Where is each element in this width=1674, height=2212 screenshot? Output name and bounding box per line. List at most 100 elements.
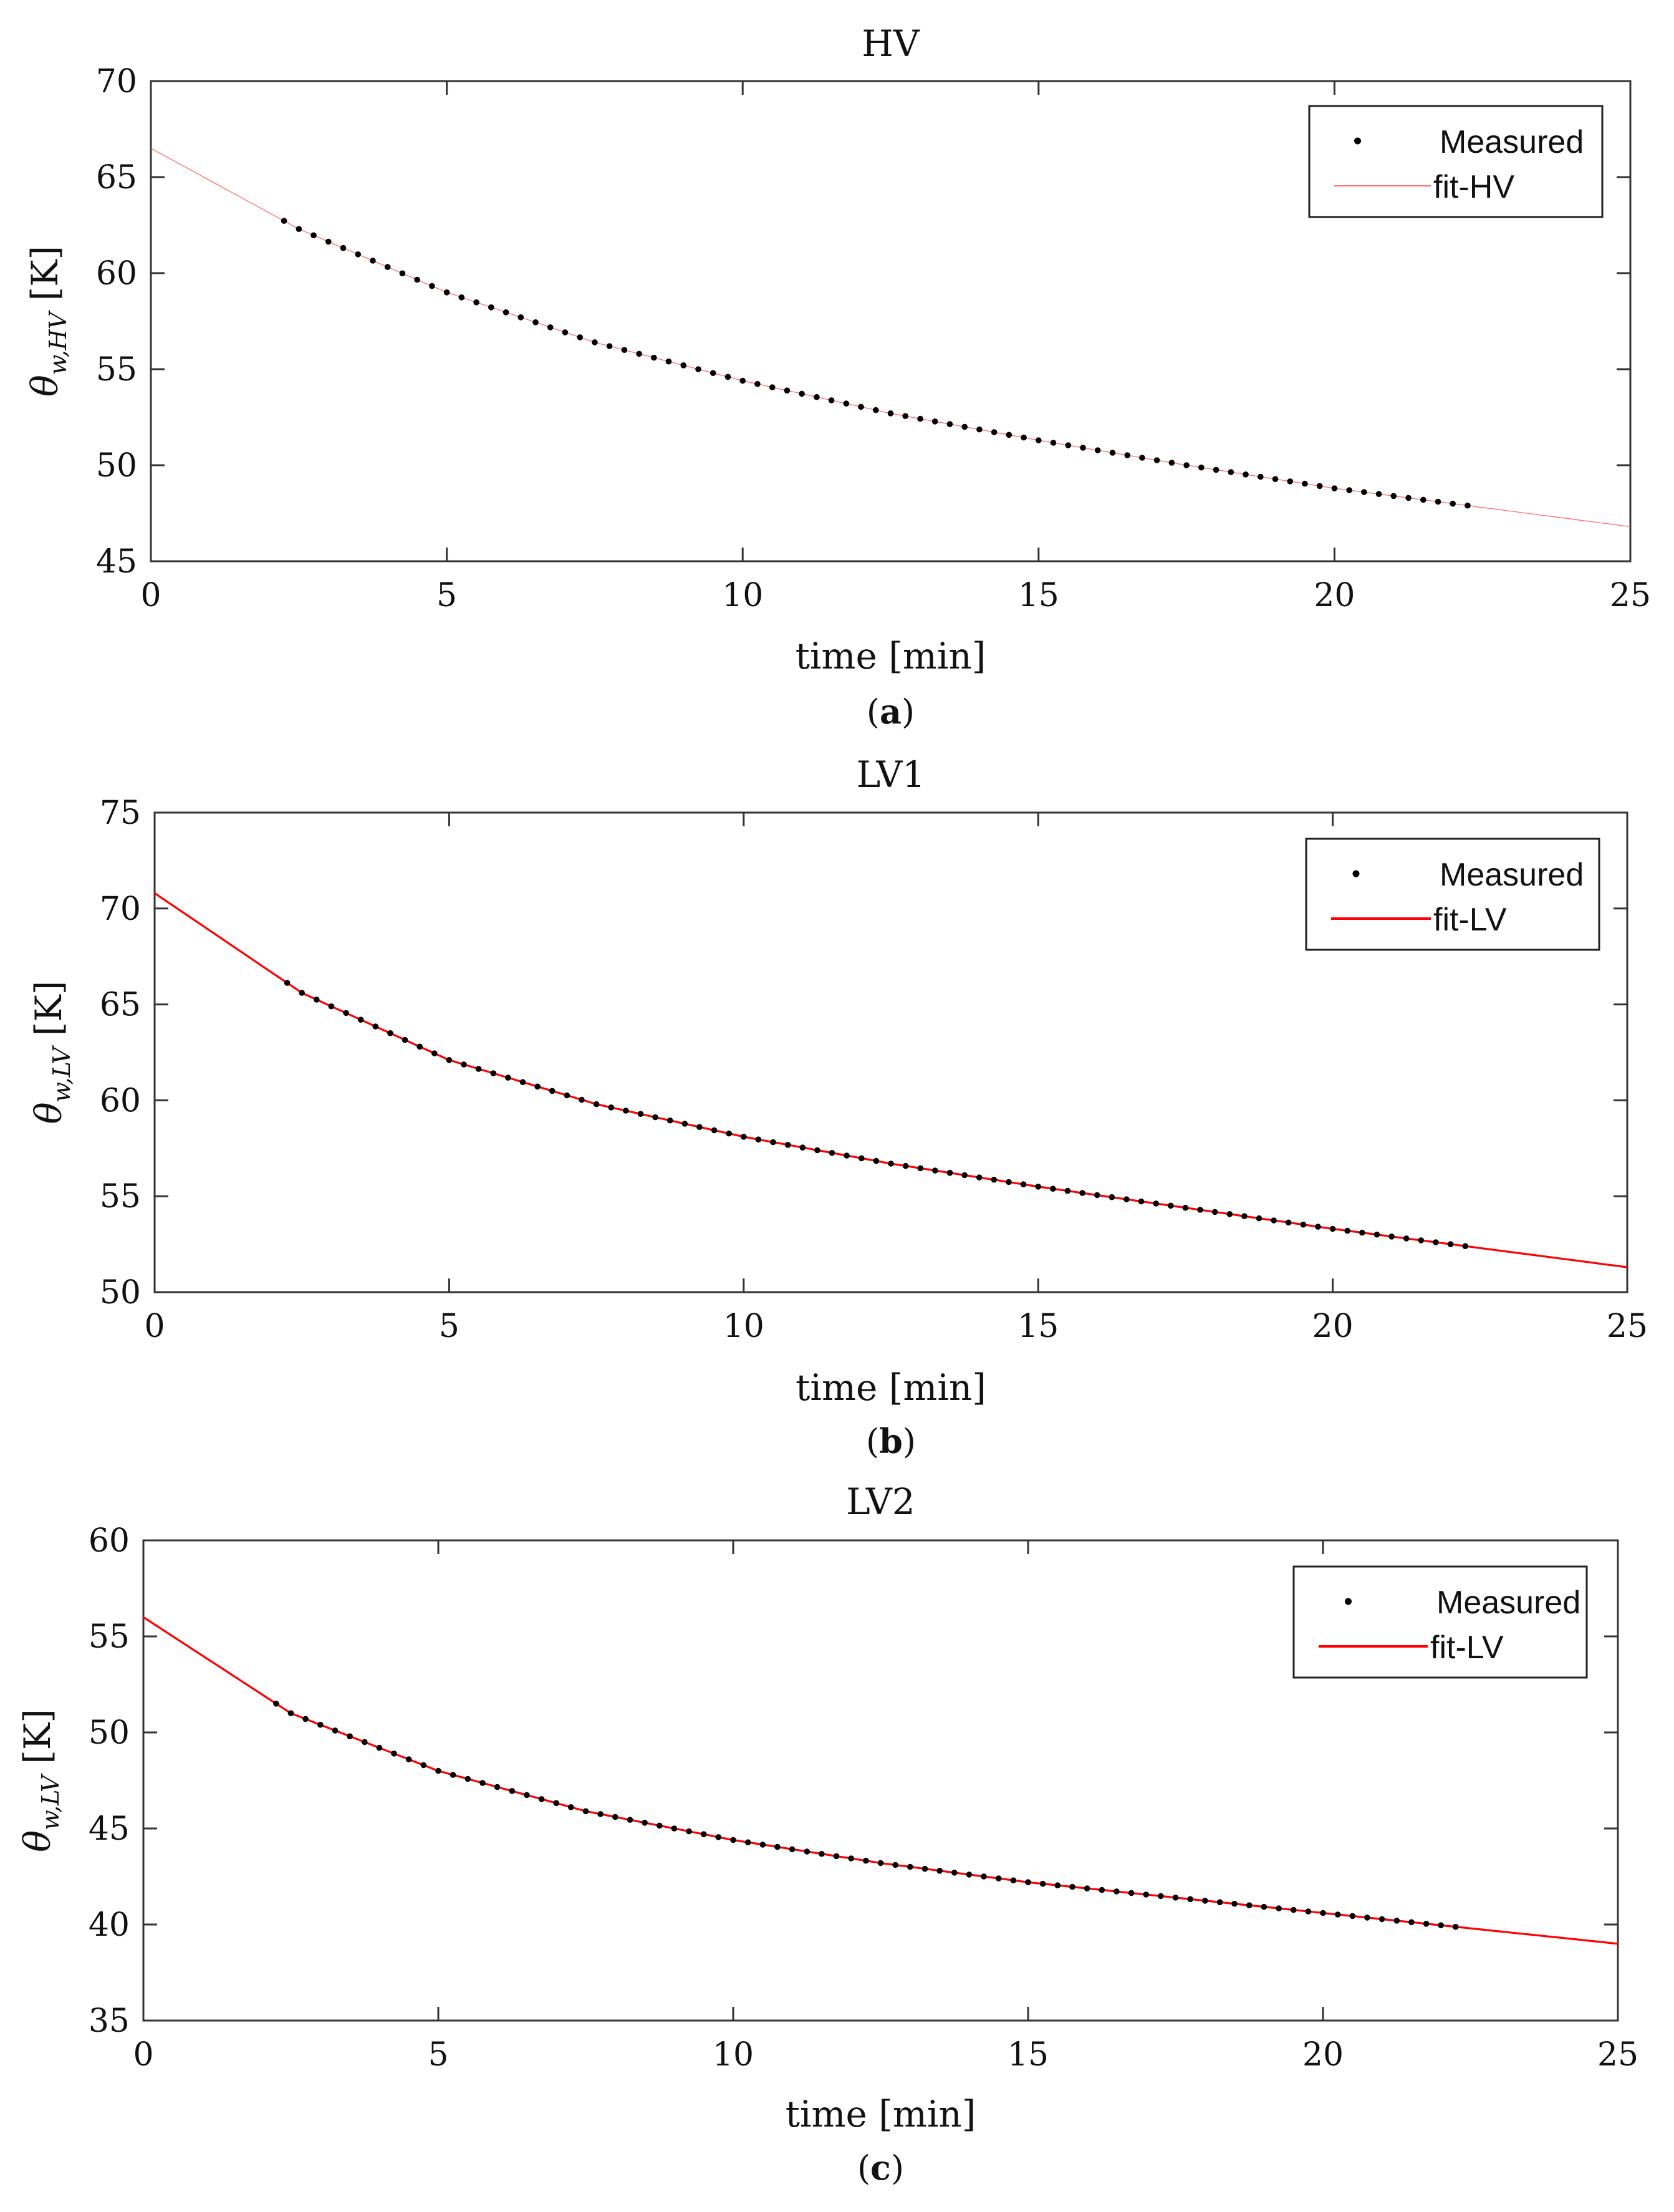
measured-point <box>384 264 391 270</box>
measured-point <box>1025 1879 1031 1885</box>
chart-panel-2: LV2 0 5 10 15 20 25 35 40 45 50 55 60 time [min] θw,LV… <box>16 1480 1638 2188</box>
measured-point <box>479 1780 486 1786</box>
measured-point <box>1243 471 1249 478</box>
measured-point <box>744 1839 751 1845</box>
measured-point <box>281 218 287 225</box>
measured-point <box>1183 462 1190 468</box>
measured-point <box>917 1165 923 1172</box>
measured-point <box>405 1756 412 1762</box>
measured-point <box>799 390 805 397</box>
measured-point <box>991 1176 998 1183</box>
y-tick-label: 55 <box>96 351 137 389</box>
measured-point <box>858 403 864 410</box>
panel-caption-letter: b <box>879 1421 903 1461</box>
y-tick-label: 50 <box>100 1274 141 1311</box>
measured-point <box>657 1822 663 1829</box>
legend: Measured fit-LV <box>1292 1565 1588 1679</box>
measured-point <box>296 226 302 233</box>
measured-point <box>755 1136 762 1142</box>
measured-point <box>1300 1221 1307 1228</box>
measured-point <box>976 426 983 433</box>
y-axis-label-symbol: θ <box>27 1102 70 1124</box>
measured-point <box>902 413 908 419</box>
measured-point <box>961 1172 968 1179</box>
measured-point <box>932 1167 938 1174</box>
measured-point <box>399 270 406 277</box>
measured-point <box>873 1157 880 1164</box>
y-tick-label: 45 <box>89 1810 130 1848</box>
measured-point <box>464 1775 471 1782</box>
measured-point <box>568 1804 574 1810</box>
measured-point <box>859 1155 865 1162</box>
measured-point <box>1344 1227 1350 1234</box>
panel-caption-open: ( <box>857 2148 870 2188</box>
measured-point <box>715 1834 722 1840</box>
panel-caption: (b) <box>866 1421 916 1461</box>
measured-point <box>1316 483 1323 490</box>
measured-point <box>1405 495 1412 501</box>
measured-point <box>372 1023 379 1030</box>
panel-caption-letter: c <box>870 2148 891 2188</box>
measured-point <box>1006 432 1013 438</box>
measured-point <box>299 990 305 996</box>
y-axis-label-subscript: w,LV <box>48 1045 75 1103</box>
measured-point <box>592 339 598 345</box>
measured-point <box>700 1831 707 1837</box>
measured-point <box>1375 491 1382 497</box>
measured-point <box>387 1030 393 1036</box>
x-tick-label: 5 <box>439 1308 459 1345</box>
y-axis-label: θw,LV [K] <box>16 1709 64 1852</box>
x-tick-label: 20 <box>1312 1308 1354 1345</box>
measured-point <box>1450 500 1456 507</box>
measured-point <box>769 384 776 390</box>
measured-point <box>1035 1184 1041 1190</box>
measured-point <box>1334 1911 1341 1918</box>
measured-point <box>917 415 923 422</box>
measured-point <box>1287 478 1293 485</box>
measured-point <box>961 423 968 430</box>
measured-point <box>789 1846 796 1853</box>
measured-point <box>1346 487 1352 493</box>
measured-point <box>538 1796 545 1802</box>
legend-marker-measured <box>1345 1598 1352 1605</box>
measured-point <box>284 980 291 986</box>
y-axis-label-unit: [K] <box>27 981 70 1036</box>
measured-point <box>828 397 835 403</box>
measured-point <box>1276 1905 1282 1911</box>
measured-point <box>1359 1229 1365 1236</box>
measured-point <box>1302 480 1308 487</box>
measured-point <box>1099 1886 1105 1893</box>
measured-point <box>1331 485 1338 491</box>
measured-point <box>1226 1211 1233 1217</box>
measured-point <box>362 1739 368 1746</box>
x-tick-label: 15 <box>1008 2036 1049 2074</box>
y-tick-label: 60 <box>89 1522 130 1560</box>
legend-label-measured: Measured <box>1436 1585 1580 1621</box>
measured-point <box>1290 1906 1297 1913</box>
measured-point <box>726 1130 732 1137</box>
measured-point <box>273 1701 279 1707</box>
measured-point <box>1143 1891 1149 1898</box>
legend-label-fit: fit-HV <box>1433 169 1514 205</box>
measured-point <box>946 421 953 427</box>
measured-point <box>686 1828 692 1835</box>
measured-point <box>357 1017 364 1023</box>
measured-point <box>799 1144 806 1151</box>
measured-point <box>597 1811 604 1817</box>
x-tick-label: 10 <box>713 2036 754 2074</box>
measured-point <box>1315 1224 1321 1230</box>
chart-title: LV1 <box>857 753 925 796</box>
measured-point <box>665 358 672 365</box>
measured-point <box>1069 1883 1075 1890</box>
measured-point <box>666 1117 673 1124</box>
measured-point <box>774 1843 781 1850</box>
measured-point <box>804 1848 811 1855</box>
measured-point <box>509 1788 516 1794</box>
measured-point <box>680 362 687 369</box>
x-tick-label: 15 <box>1017 1308 1059 1345</box>
measured-point <box>416 1043 423 1050</box>
measured-point <box>1373 1231 1380 1238</box>
measured-point <box>784 387 791 394</box>
x-tick-label: 5 <box>436 577 457 614</box>
